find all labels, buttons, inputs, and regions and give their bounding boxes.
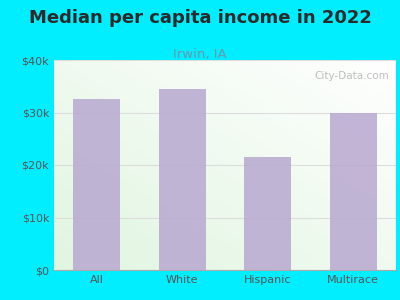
Bar xyxy=(159,89,206,270)
Text: Irwin, IA: Irwin, IA xyxy=(173,48,227,61)
Text: City-Data.com: City-Data.com xyxy=(314,70,389,80)
Text: Median per capita income in 2022: Median per capita income in 2022 xyxy=(28,9,372,27)
Bar xyxy=(330,112,377,270)
Bar xyxy=(73,99,120,270)
Bar xyxy=(244,157,291,270)
